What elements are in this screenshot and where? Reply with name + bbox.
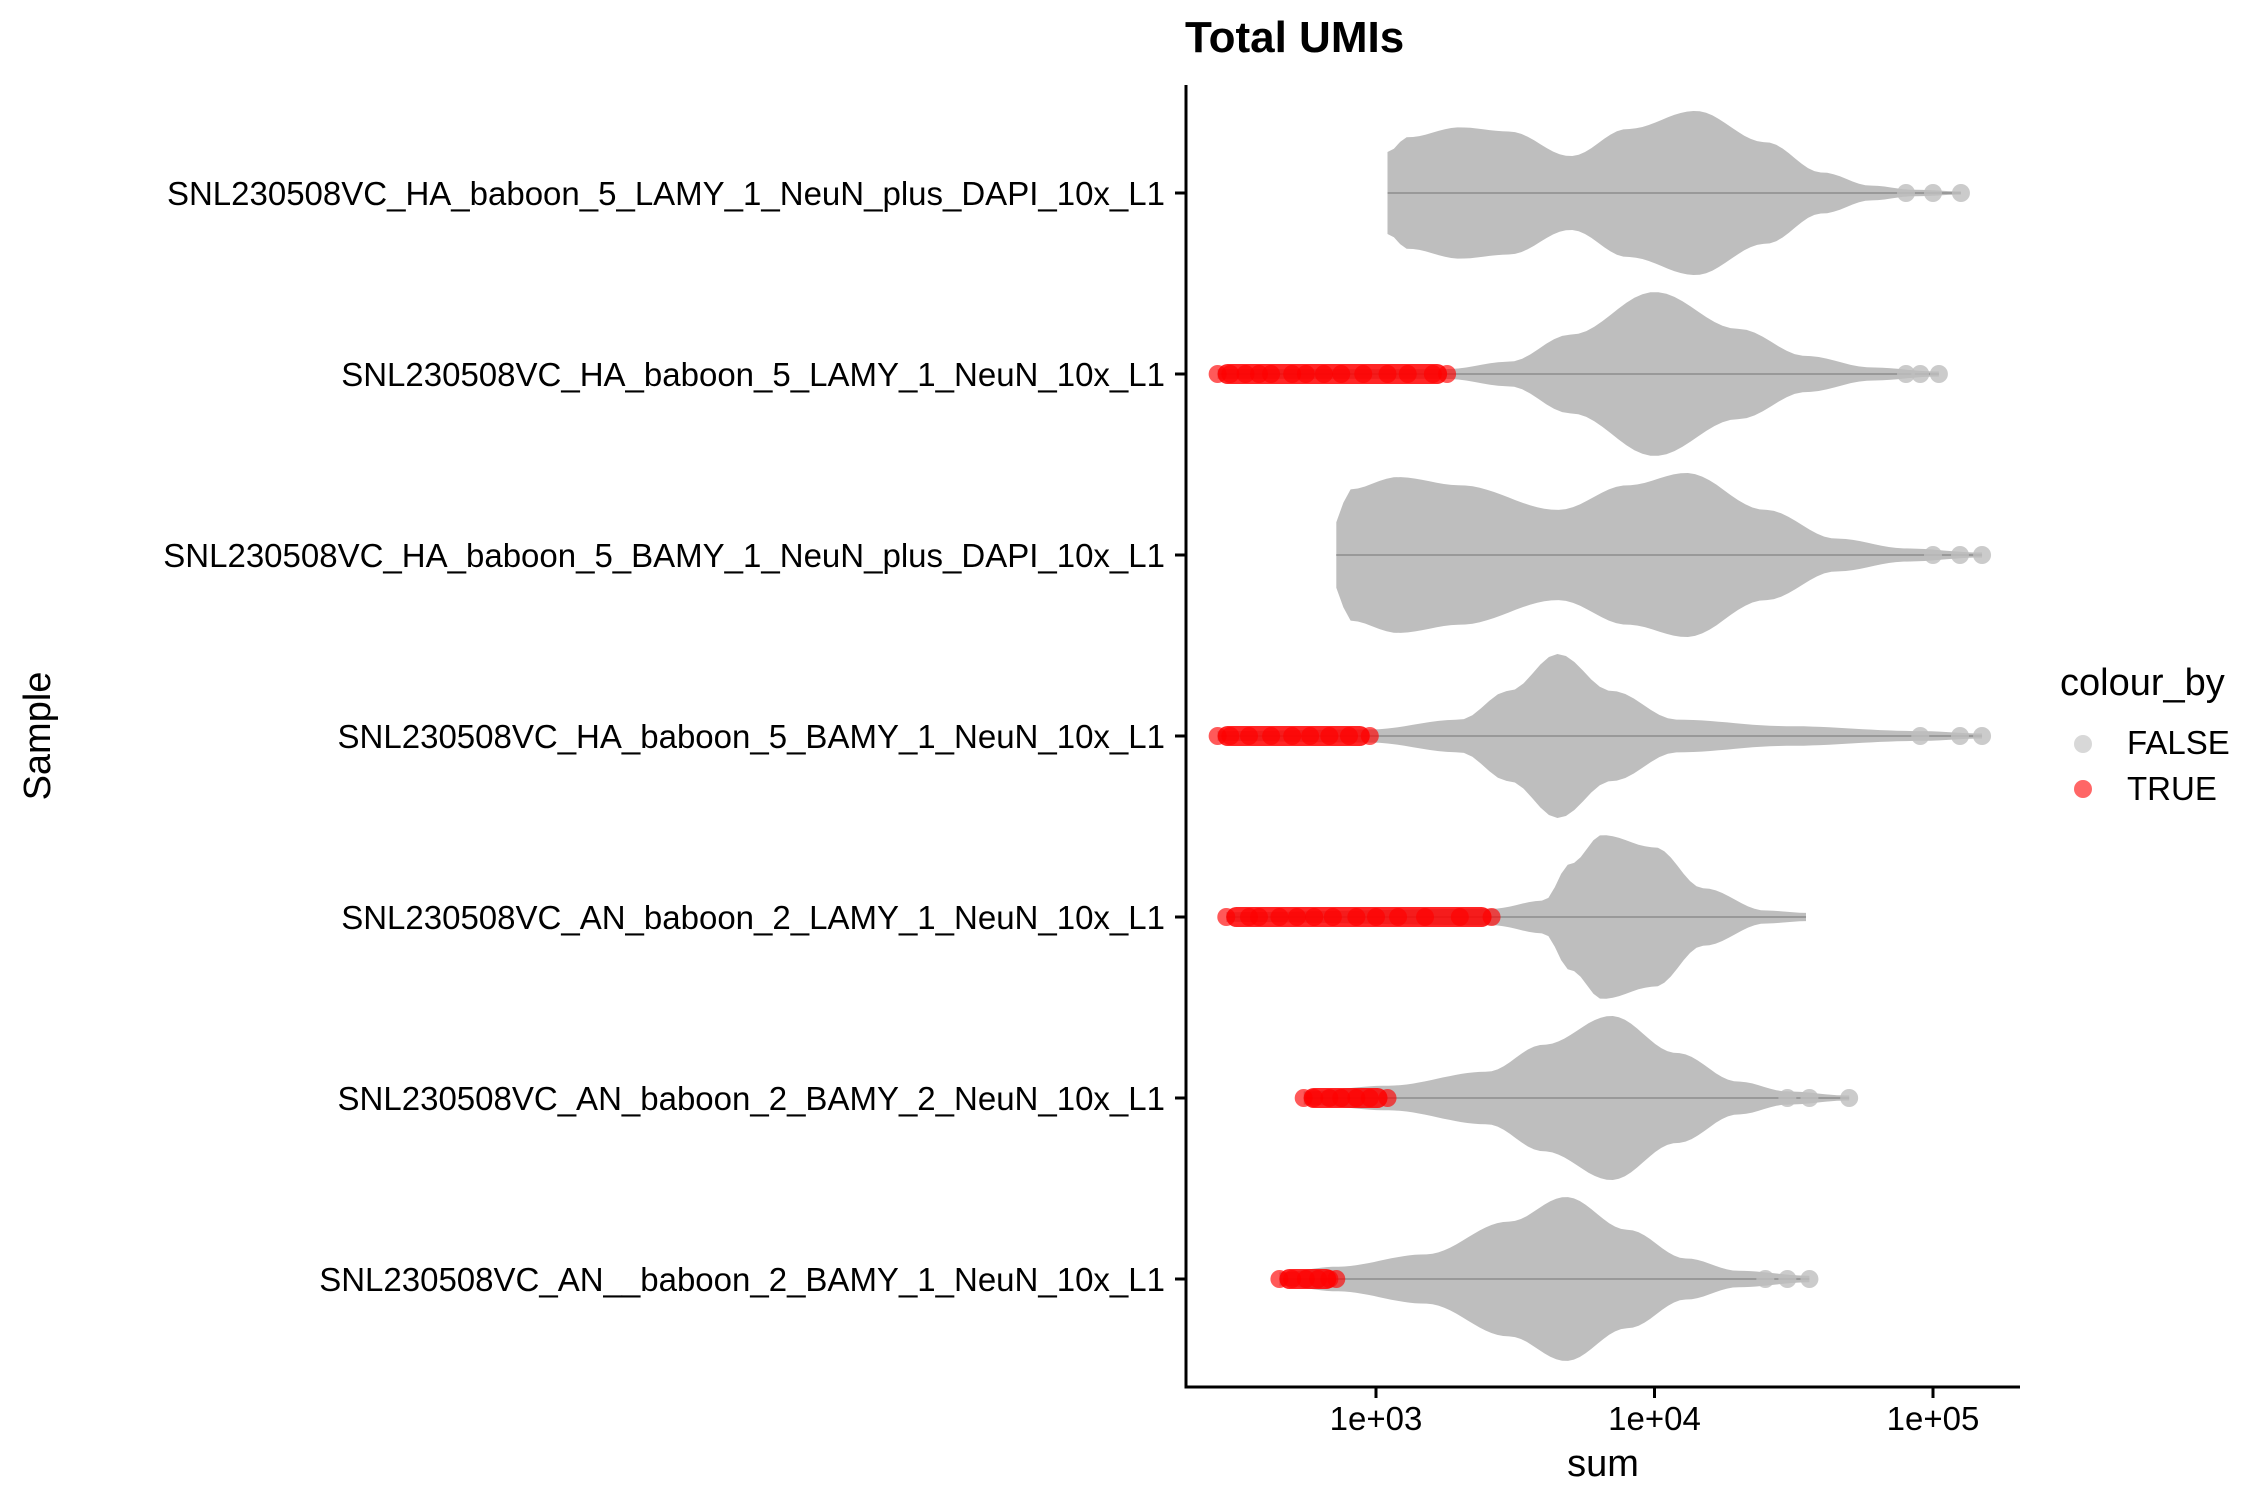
true-point-1-13 <box>1438 365 1457 383</box>
true-point-5-4 <box>1347 1089 1366 1107</box>
outlier-point-5-1 <box>1800 1089 1819 1107</box>
true-point-3-4 <box>1283 727 1302 745</box>
y-tick-label-6: SNL230508VC_AN__baboon_2_BAMY_1_NeuN_10x… <box>319 1261 1165 1298</box>
true-point-5-1 <box>1305 1089 1324 1107</box>
outlier-point-5-2 <box>1840 1089 1859 1107</box>
outlier-point-2-1 <box>1950 546 1969 564</box>
true-point-4-0 <box>1217 908 1236 926</box>
true-point-3-3 <box>1262 727 1281 745</box>
true-point-3-7 <box>1340 727 1359 745</box>
legend-label-false: FALSE <box>2127 724 2230 761</box>
points-layer <box>1208 184 1992 1289</box>
legend-key-true <box>2074 780 2092 798</box>
true-point-3-6 <box>1320 727 1339 745</box>
y-ticks-layer: SNL230508VC_HA_baboon_5_LAMY_1_NeuN_plus… <box>163 175 1186 1298</box>
x-tick-label-1: 1e+04 <box>1608 1400 1701 1437</box>
x-ticks-layer: 1e+03 1e+04 1e+05 <box>1330 1387 1980 1437</box>
outlier-point-1-1 <box>1911 365 1930 383</box>
true-point-5-6 <box>1378 1089 1397 1107</box>
true-point-6-0 <box>1270 1270 1289 1288</box>
true-point-1-2 <box>1236 365 1255 383</box>
true-point-4-10 <box>1416 908 1435 926</box>
true-point-4-7 <box>1347 908 1366 926</box>
true-point-4-12 <box>1482 908 1501 926</box>
y-axis-title: Sample <box>17 672 59 801</box>
outlier-point-6-2 <box>1800 1270 1819 1288</box>
true-point-1-9 <box>1354 365 1373 383</box>
true-point-4-5 <box>1305 908 1324 926</box>
legend-title: colour_by <box>2060 662 2225 704</box>
true-point-1-5 <box>1283 365 1302 383</box>
chart-title: Total UMIs <box>1185 13 1404 62</box>
true-point-4-3 <box>1270 908 1289 926</box>
y-tick-label-3: SNL230508VC_HA_baboon_5_BAMY_1_NeuN_10x_… <box>338 718 1165 755</box>
legend-label-true: TRUE <box>2127 770 2217 807</box>
violins-layer <box>1217 111 1983 1361</box>
x-tick-label-0: 1e+03 <box>1330 1400 1423 1437</box>
true-point-4-11 <box>1450 908 1469 926</box>
outlier-point-6-1 <box>1778 1270 1797 1288</box>
true-point-4-4 <box>1287 908 1306 926</box>
true-point-6-2 <box>1296 1270 1315 1288</box>
true-point-1-7 <box>1314 365 1333 383</box>
outlier-point-3-2 <box>1973 727 1992 745</box>
outlier-point-0-1 <box>1924 184 1942 202</box>
y-tick-label-1: SNL230508VC_HA_baboon_5_LAMY_1_NeuN_10x_… <box>341 356 1165 393</box>
outlier-point-2-0 <box>1924 546 1942 564</box>
true-point-3-2 <box>1240 727 1259 745</box>
true-point-3-5 <box>1301 727 1320 745</box>
true-point-1-0 <box>1208 365 1227 383</box>
outlier-point-0-2 <box>1951 184 1970 202</box>
outlier-point-0-0 <box>1897 184 1916 202</box>
true-point-1-12 <box>1423 365 1442 383</box>
true-point-4-8 <box>1367 908 1385 926</box>
true-point-4-9 <box>1389 908 1408 926</box>
x-axis-title: sum <box>1567 1443 1639 1485</box>
true-point-6-1 <box>1283 1270 1302 1288</box>
true-point-5-3 <box>1332 1089 1351 1107</box>
outlier-point-5-0 <box>1778 1089 1797 1107</box>
outlier-point-1-2 <box>1929 365 1948 383</box>
outlier-point-3-0 <box>1911 727 1930 745</box>
x-tick-label-2: 1e+05 <box>1887 1400 1980 1437</box>
outlier-point-1-0 <box>1897 365 1916 383</box>
outlier-point-3-1 <box>1950 727 1969 745</box>
true-point-3-0 <box>1208 727 1227 745</box>
y-tick-label-2: SNL230508VC_HA_baboon_5_BAMY_1_NeuN_plus… <box>163 537 1165 574</box>
true-point-3-8 <box>1360 727 1379 745</box>
y-tick-label-4: SNL230508VC_AN_baboon_2_LAMY_1_NeuN_10x_… <box>341 899 1165 936</box>
y-tick-label-5: SNL230508VC_AN_baboon_2_BAMY_2_NeuN_10x_… <box>338 1080 1165 1117</box>
true-point-4-6 <box>1323 908 1342 926</box>
true-point-6-5 <box>1327 1270 1346 1288</box>
true-point-1-4 <box>1262 365 1281 383</box>
true-point-5-5 <box>1360 1089 1379 1107</box>
true-point-1-1 <box>1221 365 1240 383</box>
true-point-1-11 <box>1398 365 1417 383</box>
outlier-point-6-0 <box>1756 1270 1775 1288</box>
true-point-3-1 <box>1221 727 1240 745</box>
true-point-1-8 <box>1332 365 1351 383</box>
legend-key-false <box>2074 735 2092 753</box>
true-point-1-6 <box>1296 365 1315 383</box>
outlier-point-2-2 <box>1973 546 1992 564</box>
true-point-1-10 <box>1378 365 1397 383</box>
true-point-4-2 <box>1249 908 1268 926</box>
legend: colour_by FALSE TRUE <box>2060 662 2230 807</box>
y-tick-label-0: SNL230508VC_HA_baboon_5_LAMY_1_NeuN_plus… <box>167 175 1165 212</box>
